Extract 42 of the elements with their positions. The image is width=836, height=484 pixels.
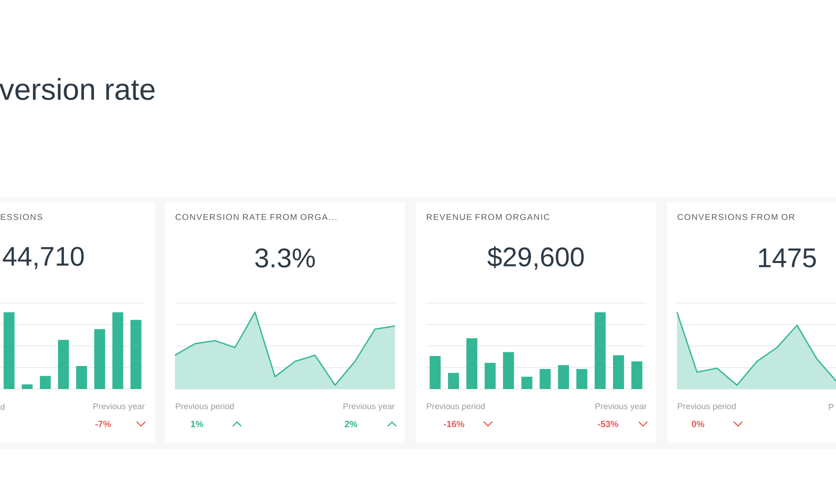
bar <box>40 376 51 389</box>
bar <box>558 365 570 389</box>
bar <box>130 320 142 389</box>
bar <box>112 312 124 389</box>
bar <box>484 362 496 389</box>
chart-title: ESSIONS <box>0 214 42 220</box>
text: Previous period <box>426 403 485 411</box>
bar <box>94 329 106 389</box>
text: Previous year <box>94 403 145 411</box>
text: -16% <box>444 420 464 428</box>
chart-title: CONVERSION RATE FROM ORGA... <box>176 214 336 220</box>
text: 2% <box>344 420 358 428</box>
bar <box>4 312 15 389</box>
bar <box>430 356 441 389</box>
text: 1% <box>191 420 204 428</box>
chart-title: REVENUE FROM ORGANIC <box>426 214 550 220</box>
bar <box>594 312 606 389</box>
text: -53% <box>598 420 618 428</box>
chart-title: CONVERSIONS FROM OR <box>678 214 794 220</box>
bar <box>631 361 642 389</box>
bar <box>58 340 69 389</box>
bar <box>521 376 532 389</box>
chart-subtitle: 1475 <box>759 248 816 268</box>
text: Previous period <box>678 403 736 411</box>
bar <box>576 369 588 389</box>
chart-subtitle: 3.3% <box>255 248 315 268</box>
text: 0% <box>692 420 704 428</box>
text: Previous period <box>176 403 234 411</box>
bar <box>503 352 514 389</box>
text: Previous year <box>344 403 395 411</box>
bar <box>448 372 460 389</box>
text: Previous year <box>596 403 647 411</box>
bar <box>76 366 88 389</box>
chart-subtitle: 44,710 <box>2 246 84 270</box>
bar <box>466 338 478 389</box>
bar <box>22 384 33 389</box>
bar <box>613 355 624 389</box>
text: -7% <box>95 420 111 428</box>
chart-subtitle: $29,600 <box>487 246 584 270</box>
bar <box>540 369 551 389</box>
text: P <box>828 404 834 410</box>
text: d <box>0 404 4 410</box>
